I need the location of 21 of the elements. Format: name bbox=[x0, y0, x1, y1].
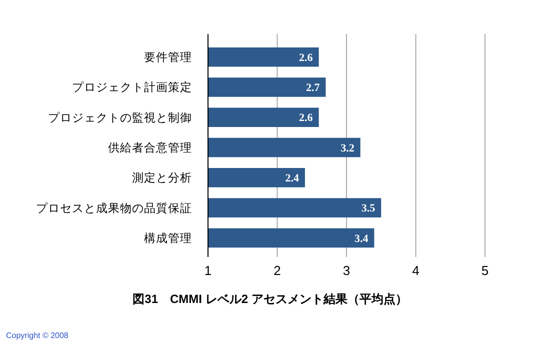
y-tick-label: 供給者合意管理 bbox=[108, 142, 192, 155]
data-label: 2.6 bbox=[299, 52, 314, 64]
x-tick-label: 2 bbox=[274, 263, 281, 278]
y-tick-label: プロセスと成果物の品質保証 bbox=[36, 200, 192, 215]
y-tick-label: 測定と分析 bbox=[132, 170, 192, 185]
data-label: 3.4 bbox=[354, 232, 369, 245]
x-tick-label: 1 bbox=[204, 263, 212, 278]
x-tick-label: 5 bbox=[481, 263, 489, 278]
data-label: 2.7 bbox=[306, 82, 320, 94]
data-label: 2.6 bbox=[299, 112, 314, 124]
y-tick-label: 構成管理 bbox=[144, 232, 192, 245]
y-tick-label: プロジェクトの監視と制御 bbox=[48, 110, 192, 124]
data-label: 3.5 bbox=[361, 202, 376, 215]
text: Copyright © 2008 bbox=[6, 331, 69, 340]
x-tick-label: 3 bbox=[342, 263, 350, 278]
text: 図31 CMMI レベル2 アセスメント結果（平均点） bbox=[132, 292, 408, 306]
y-tick-label: 要件管理 bbox=[144, 51, 192, 64]
data-label: 3.2 bbox=[340, 142, 355, 154]
y-tick-label: プロジェクト計画策定 bbox=[72, 80, 192, 94]
x-tick-label: 4 bbox=[412, 263, 420, 278]
data-label: 2.4 bbox=[285, 172, 300, 184]
